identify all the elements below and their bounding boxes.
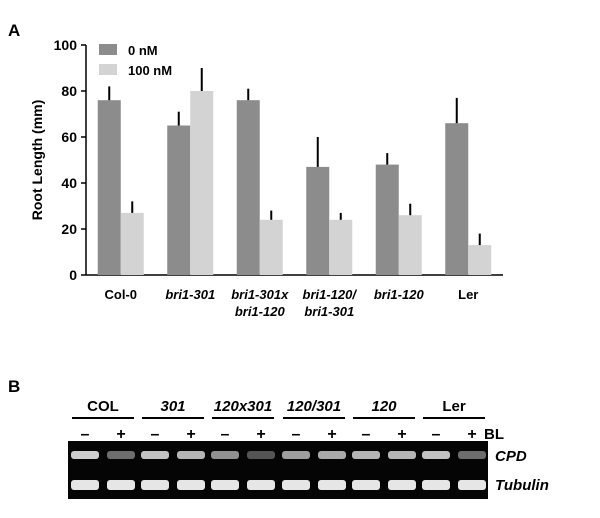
plus-sign: +	[186, 426, 195, 443]
gel-band	[318, 451, 346, 459]
legend-swatch	[99, 44, 117, 55]
gel-band	[247, 480, 275, 490]
gel-row-label: CPD	[495, 448, 527, 465]
gel-band	[422, 480, 450, 490]
panel-a-letter: A	[8, 21, 20, 40]
bar	[259, 219, 283, 275]
bar	[190, 91, 214, 275]
gel-band	[282, 451, 310, 459]
gel-treatment-signs: – + – + – + – + – + – +	[81, 426, 477, 443]
panel-b-letter: B	[8, 377, 20, 396]
gel-band	[458, 480, 486, 490]
category-labels: Col-0 bri1-301 bri1-301x bri1-120 bri1-120/b…	[105, 287, 479, 319]
y-tick-label: 60	[61, 129, 77, 145]
gel-bands	[71, 451, 486, 490]
gel-band	[141, 451, 169, 459]
gel-band	[177, 451, 205, 459]
gel-band	[211, 451, 239, 459]
legend-swatch	[99, 64, 117, 75]
legend-label: 0 nM	[128, 43, 158, 58]
bar	[120, 212, 144, 275]
bar	[398, 215, 422, 275]
bar	[468, 245, 492, 275]
y-ticks: 0 20 40 60 80 100	[54, 37, 86, 283]
y-tick-label: 40	[61, 175, 77, 191]
category-label: bri1-120	[235, 304, 286, 319]
minus-sign: –	[151, 426, 160, 443]
gel-band	[247, 451, 275, 459]
category-label: Ler	[458, 287, 478, 302]
y-tick-label: 20	[61, 221, 77, 237]
category-label: bri1-301x	[231, 287, 289, 302]
gel-image	[68, 441, 488, 499]
gel-group-label: 120x301	[214, 398, 272, 415]
category-label: Col-0	[105, 287, 138, 302]
gel-band	[458, 451, 486, 459]
plus-sign: +	[467, 426, 476, 443]
gel-group-label: 120	[371, 398, 397, 415]
gel-row-label: Tubulin	[495, 477, 549, 494]
gel-group-label: Ler	[442, 398, 466, 415]
gel-band	[71, 451, 99, 459]
y-tick-label: 100	[54, 37, 78, 53]
bar	[375, 164, 399, 275]
gel-band	[318, 480, 346, 490]
bar	[445, 123, 469, 275]
gel-band	[388, 451, 416, 459]
plus-sign: +	[327, 426, 336, 443]
gel-group-label: 120/301	[287, 398, 341, 415]
gel-row-labels: CPD Tubulin	[495, 448, 549, 494]
bars	[97, 91, 492, 275]
bar	[236, 100, 260, 275]
treatment-label: BL	[484, 426, 504, 443]
category-label: bri1-301	[304, 304, 354, 319]
gel-group-labels: COL 301 120x301 120/301 120 Ler	[72, 398, 485, 419]
root-length-chart: Root Length (mm) 0 20 40 60 80 100 Col-0 bri1-…	[29, 37, 503, 319]
gel-band	[107, 451, 135, 459]
gel-band	[352, 451, 380, 459]
minus-sign: –	[362, 426, 371, 443]
gel-group-label: COL	[87, 398, 119, 415]
gel-band	[422, 451, 450, 459]
gel-band	[141, 480, 169, 490]
minus-sign: –	[221, 426, 230, 443]
plus-sign: +	[397, 426, 406, 443]
gel-panel: COL 301 120x301 120/301 120 Ler – + – + – + – + – + – + …	[68, 398, 549, 499]
category-label: bri1-120/	[303, 287, 358, 302]
y-tick-label: 80	[61, 83, 77, 99]
y-tick-label: 0	[69, 267, 77, 283]
error-bars	[108, 68, 481, 246]
gel-band	[211, 480, 239, 490]
minus-sign: –	[432, 426, 441, 443]
bar	[306, 166, 330, 275]
legend-label: 100 nM	[128, 63, 172, 78]
bar	[167, 125, 191, 275]
gel-band	[71, 480, 99, 490]
bar	[97, 100, 121, 275]
y-axis-title: Root Length (mm)	[29, 100, 45, 221]
gel-group-label: 301	[160, 398, 185, 415]
gel-band	[282, 480, 310, 490]
legend: 0 nM 100 nM	[99, 43, 172, 78]
category-label: bri1-120	[374, 287, 425, 302]
plus-sign: +	[256, 426, 265, 443]
minus-sign: –	[81, 426, 90, 443]
category-label: bri1-301	[165, 287, 215, 302]
bar	[329, 219, 353, 275]
gel-band	[352, 480, 380, 490]
gel-band	[107, 480, 135, 490]
gel-band	[177, 480, 205, 490]
gel-band	[388, 480, 416, 490]
minus-sign: –	[292, 426, 301, 443]
plus-sign: +	[116, 426, 125, 443]
